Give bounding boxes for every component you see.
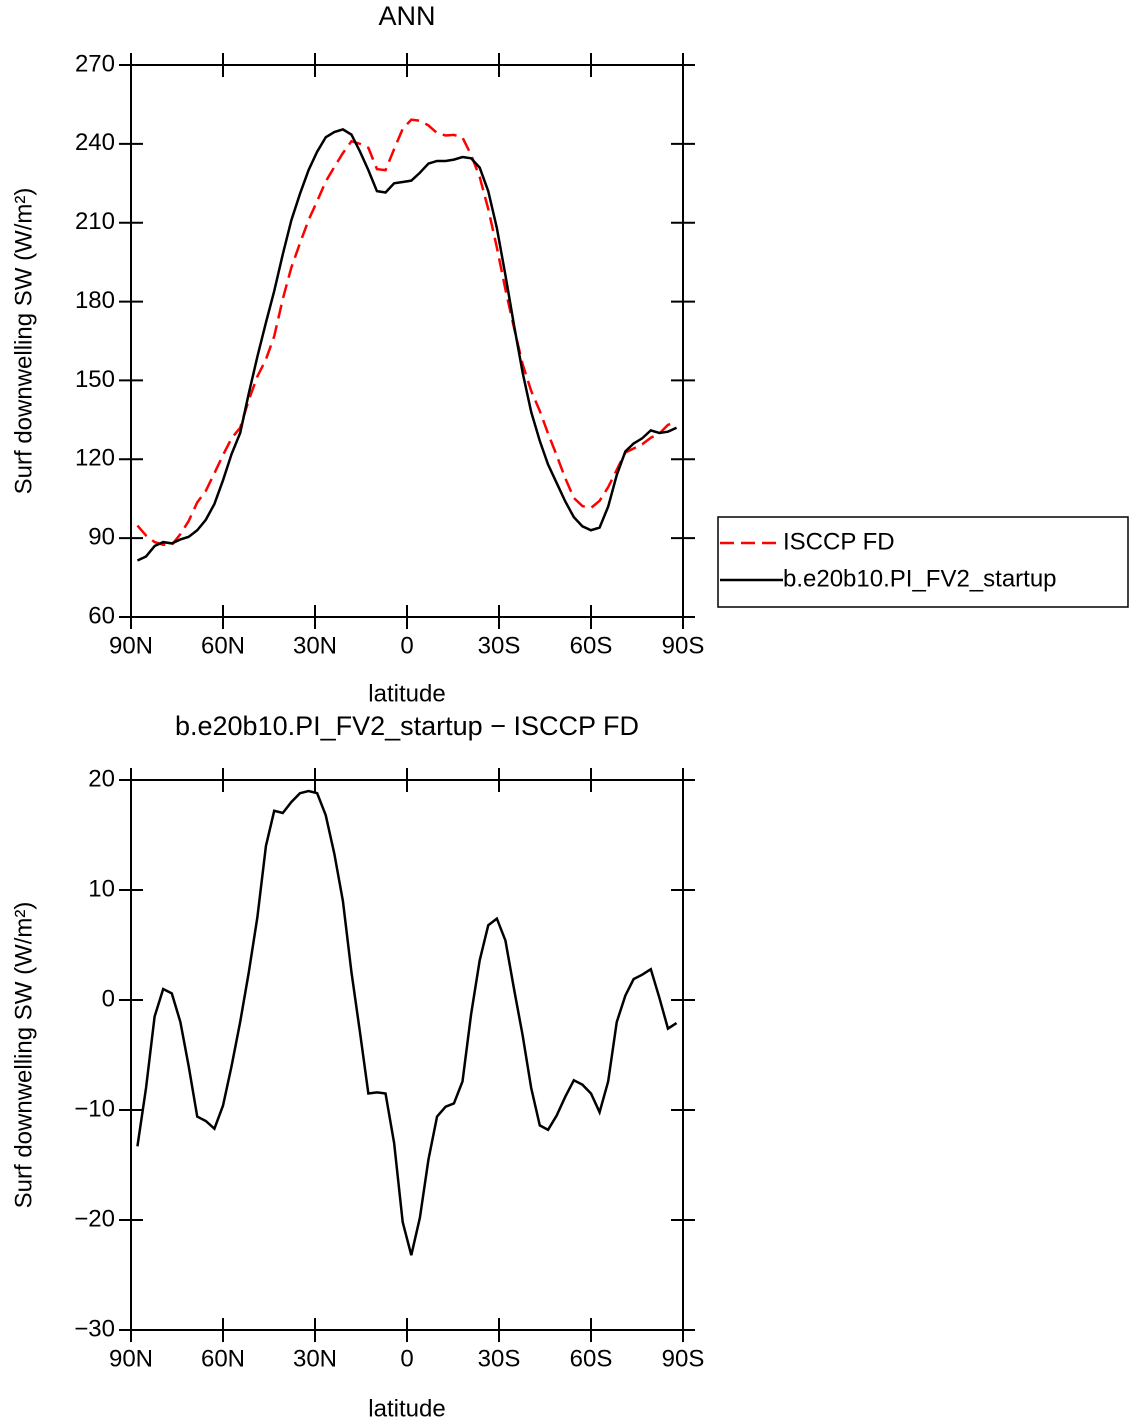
y-axis-label: Surf downwelling SW (W/m²) [10,188,37,495]
y-tick-label: −10 [74,1095,115,1122]
x-tick-label: 60N [201,1345,245,1372]
y-tick-label: 150 [75,366,115,393]
x-tick-label: 0 [400,1345,413,1372]
chart-title: b.e20b10.PI_FV2_startup − ISCCP FD [175,711,639,741]
y-tick-label: 240 [75,129,115,156]
x-tick-label: 30S [478,632,521,659]
y-axis-label: Surf downwelling SW (W/m²) [10,902,37,1209]
plot-frame [130,779,684,1331]
x-tick-label: 30N [293,1345,337,1372]
x-axis-label: latitude [368,1395,445,1422]
y-tick-label: 10 [88,875,115,902]
y-tick-label: 60 [88,602,115,629]
legend-label: b.e20b10.PI_FV2_startup [783,565,1057,592]
x-tick-label: 90S [662,632,705,659]
y-tick-label: −20 [74,1205,115,1232]
chart-title: ANN [378,1,435,31]
y-tick-label: 20 [88,765,115,792]
legend-label: ISCCP FD [783,528,895,555]
y-tick-label: 180 [75,287,115,314]
x-tick-label: 0 [400,632,413,659]
y-tick-label: 90 [88,523,115,550]
plot-frame [130,64,684,618]
x-axis-label: latitude [368,680,445,707]
x-tick-label: 60N [201,632,245,659]
data-line [136,118,677,547]
y-tick-label: 120 [75,445,115,472]
x-tick-label: 60S [570,1345,613,1372]
y-tick-label: 210 [75,208,115,235]
legend-box [717,516,1129,608]
x-tick-label: 30S [478,1345,521,1372]
x-tick-label: 30N [293,632,337,659]
x-tick-label: 90N [109,1345,153,1372]
x-tick-label: 90N [109,632,153,659]
y-tick-label: 0 [102,985,115,1012]
y-tick-label: −30 [74,1315,115,1342]
y-tick-label: 270 [75,50,115,77]
data-line [136,789,678,1256]
x-tick-label: 90S [662,1345,705,1372]
data-line [136,128,678,562]
x-tick-label: 60S [570,632,613,659]
